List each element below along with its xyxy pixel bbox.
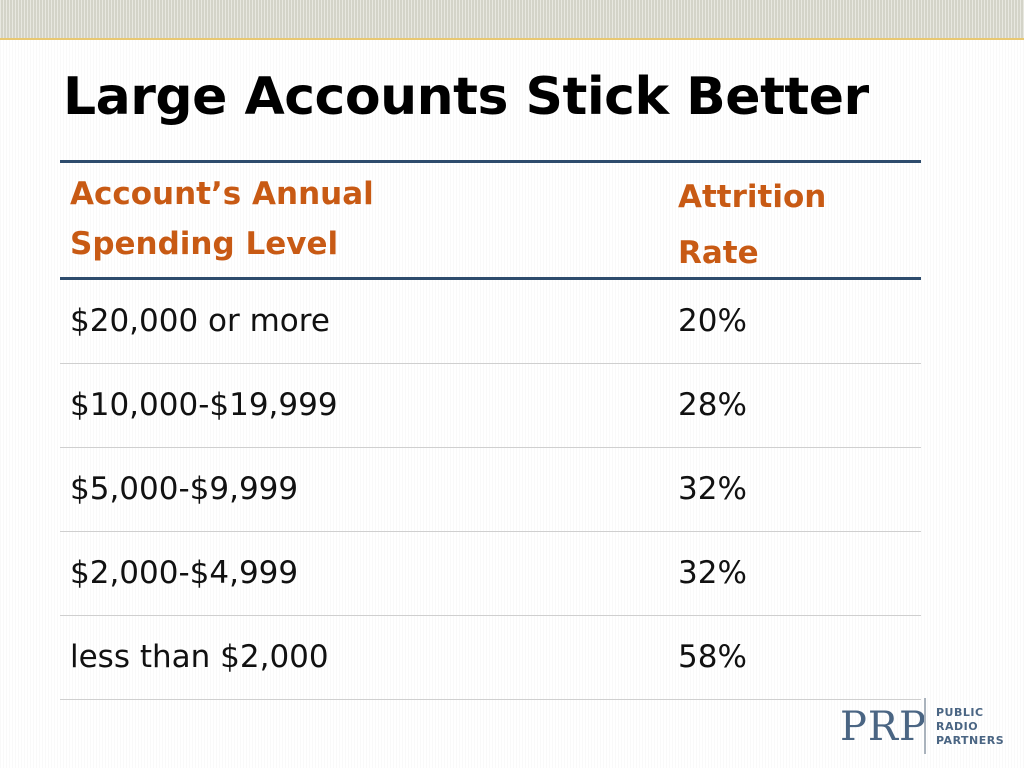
logo-wordmark: PUBLIC RADIO PARTNERS	[936, 706, 1004, 748]
logo-divider	[924, 698, 926, 754]
header-attrition-rate-line2: Rate	[678, 235, 759, 271]
top-accent-line	[0, 38, 1024, 40]
attrition-rate-cell: 28%	[678, 387, 747, 423]
table-row: less than $2,000 58%	[60, 616, 921, 700]
spending-level-cell: less than $2,000	[70, 639, 329, 675]
header-attrition-rate: Attrition Rate	[678, 169, 918, 281]
logo-word-radio: RADIO	[936, 720, 979, 733]
spending-level-cell: $10,000-$19,999	[70, 387, 338, 423]
attrition-rate-cell: 32%	[678, 555, 747, 591]
attrition-table: Account’s Annual Spending Level Attritio…	[60, 160, 921, 700]
table-header-row: Account’s Annual Spending Level Attritio…	[60, 160, 921, 280]
top-texture-band	[0, 0, 1024, 38]
table-row: $20,000 or more 20%	[60, 280, 921, 364]
attrition-rate-cell: 32%	[678, 471, 747, 507]
spending-level-cell: $2,000-$4,999	[70, 555, 299, 591]
header-attrition-rate-line1: Attrition	[678, 179, 827, 215]
prp-logo: PRP PUBLIC RADIO PARTNERS	[840, 698, 1010, 754]
header-spending-level-line1: Account’s Annual	[70, 176, 374, 212]
table-row: $2,000-$4,999 32%	[60, 532, 921, 616]
attrition-rate-cell: 58%	[678, 639, 747, 675]
logo-mark: PRP	[840, 704, 927, 750]
header-spending-level-line2: Spending Level	[70, 226, 339, 262]
logo-word-partners: PARTNERS	[936, 734, 1005, 747]
attrition-rate-cell: 20%	[678, 303, 747, 339]
table-row: $5,000-$9,999 32%	[60, 448, 921, 532]
slide-title: Large Accounts Stick Better	[63, 67, 869, 127]
logo-word-public: PUBLIC	[936, 706, 984, 719]
spending-level-cell: $5,000-$9,999	[70, 471, 299, 507]
header-spending-level: Account’s Annual Spending Level	[70, 169, 590, 269]
spending-level-cell: $20,000 or more	[70, 303, 330, 339]
table-row: $10,000-$19,999 28%	[60, 364, 921, 448]
